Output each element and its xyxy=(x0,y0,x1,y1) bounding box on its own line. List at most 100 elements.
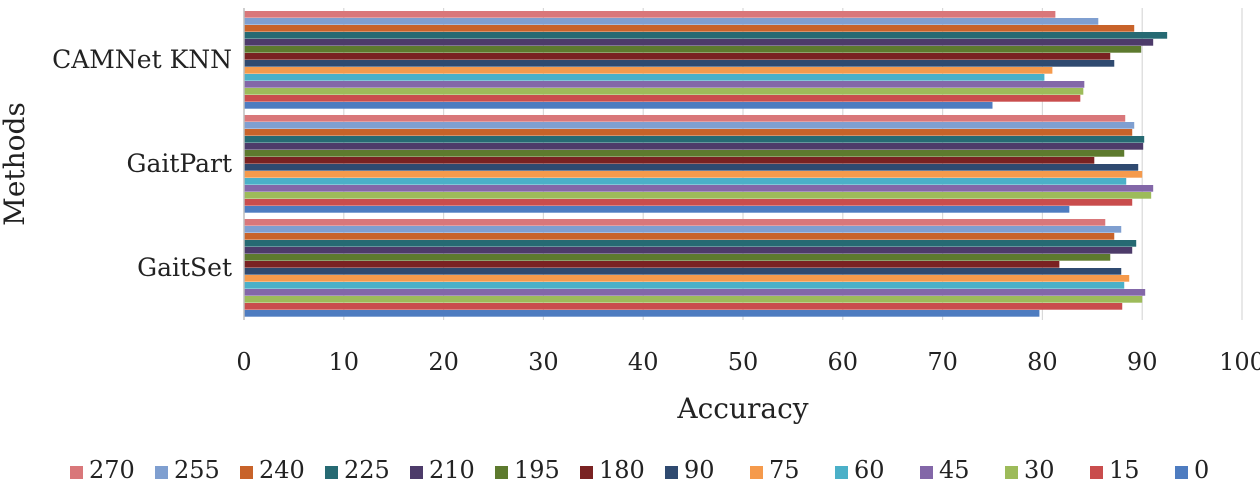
bar-gaitset-195 xyxy=(244,254,1111,261)
legend-swatch xyxy=(70,466,83,479)
x-tick-label: 70 xyxy=(927,348,958,376)
legend-item-60: 60 xyxy=(835,456,885,484)
legend-swatch xyxy=(495,466,508,479)
y-axis-title: Methods xyxy=(0,102,31,226)
legend-item-240: 240 xyxy=(240,456,305,484)
legend-swatch xyxy=(665,466,678,479)
legend-swatch xyxy=(410,466,423,479)
legend: 270 255 240 225 210 195 180 90 75 60 45 30 15 0 xyxy=(70,456,1209,484)
legend-label: 270 xyxy=(89,456,135,484)
legend-label: 255 xyxy=(174,456,220,484)
legend-item-225: 225 xyxy=(325,456,390,484)
bar-camnet-knn-15 xyxy=(244,95,1081,102)
bar-camnet-knn-255 xyxy=(244,18,1099,25)
bar-camnet-knn-0 xyxy=(244,102,993,109)
category-label: GaitPart xyxy=(126,149,232,178)
bar-gaitpart-75 xyxy=(244,171,1143,178)
bar-gaitset-60 xyxy=(244,282,1125,289)
category-labels: CAMNet KNN GaitPart GaitSet xyxy=(52,45,232,282)
bar-gaitpart-225 xyxy=(244,136,1145,143)
legend-swatch xyxy=(580,466,593,479)
bar-gaitset-90 xyxy=(244,268,1122,275)
legend-item-195: 195 xyxy=(495,456,560,484)
bar-gaitpart-210 xyxy=(244,143,1144,150)
x-tick-labels: 0 10 20 30 40 50 60 70 80 90 100 xyxy=(236,348,1260,376)
bar-gaitset-30 xyxy=(244,296,1143,303)
x-axis-title: Accuracy xyxy=(676,392,808,425)
legend-item-180: 180 xyxy=(580,456,645,484)
legend-label: 90 xyxy=(684,456,715,484)
bar-gaitset-15 xyxy=(244,303,1123,310)
x-tick-label: 100 xyxy=(1219,348,1260,376)
bar-camnet-knn-75 xyxy=(244,67,1053,74)
bar-gaitset-210 xyxy=(244,247,1133,254)
legend-item-15: 15 xyxy=(1090,456,1140,484)
x-tick-label: 60 xyxy=(828,348,859,376)
bar-camnet-knn-225 xyxy=(244,32,1168,39)
bars xyxy=(244,11,1168,317)
legend-label: 75 xyxy=(769,456,800,484)
legend-item-0: 0 xyxy=(1175,456,1209,484)
bar-gaitset-255 xyxy=(244,226,1122,233)
legend-swatch xyxy=(835,466,848,479)
x-tick-label: 80 xyxy=(1027,348,1058,376)
bar-gaitpart-45 xyxy=(244,185,1154,192)
bar-gaitpart-240 xyxy=(244,129,1133,136)
legend-label: 0 xyxy=(1194,456,1209,484)
bar-gaitpart-270 xyxy=(244,115,1126,122)
x-tick-label: 0 xyxy=(236,348,251,376)
bar-gaitpart-195 xyxy=(244,150,1125,157)
legend-item-270: 270 xyxy=(70,456,135,484)
bar-gaitset-0 xyxy=(244,310,1040,317)
bar-gaitpart-0 xyxy=(244,206,1070,213)
legend-item-30: 30 xyxy=(1005,456,1055,484)
legend-item-90: 90 xyxy=(665,456,715,484)
bar-gaitset-225 xyxy=(244,240,1137,247)
bar-camnet-knn-180 xyxy=(244,53,1111,60)
bar-gaitpart-60 xyxy=(244,178,1127,185)
legend-swatch xyxy=(1090,466,1103,479)
legend-label: 15 xyxy=(1109,456,1140,484)
bar-camnet-knn-270 xyxy=(244,11,1056,18)
legend-swatch xyxy=(155,466,168,479)
legend-item-75: 75 xyxy=(750,456,800,484)
x-tick-label: 20 xyxy=(428,348,459,376)
category-label: GaitSet xyxy=(137,253,232,282)
category-label: CAMNet KNN xyxy=(52,45,232,74)
x-tick-label: 30 xyxy=(528,348,559,376)
legend-swatch xyxy=(750,466,763,479)
x-tick-label: 40 xyxy=(628,348,659,376)
bar-gaitpart-180 xyxy=(244,157,1095,164)
bar-gaitset-240 xyxy=(244,233,1115,240)
bar-camnet-knn-240 xyxy=(244,25,1135,32)
legend-swatch xyxy=(920,466,933,479)
legend-label: 60 xyxy=(854,456,885,484)
legend-label: 225 xyxy=(344,456,390,484)
bar-camnet-knn-60 xyxy=(244,74,1045,81)
bar-gaitset-45 xyxy=(244,289,1146,296)
bar-camnet-knn-45 xyxy=(244,81,1085,88)
bar-gaitpart-15 xyxy=(244,199,1133,206)
legend-label: 240 xyxy=(259,456,305,484)
bar-gaitset-75 xyxy=(244,275,1130,282)
bar-gaitpart-30 xyxy=(244,192,1152,199)
bar-camnet-knn-90 xyxy=(244,60,1115,67)
x-tick-label: 10 xyxy=(329,348,360,376)
legend-swatch xyxy=(325,466,338,479)
bar-gaitpart-255 xyxy=(244,122,1135,129)
legend-label: 30 xyxy=(1024,456,1055,484)
bar-gaitset-270 xyxy=(244,219,1106,226)
legend-label: 180 xyxy=(599,456,645,484)
legend-label: 195 xyxy=(514,456,560,484)
legend-label: 210 xyxy=(429,456,475,484)
bar-camnet-knn-195 xyxy=(244,46,1142,53)
legend-item-210: 210 xyxy=(410,456,475,484)
bar-gaitpart-90 xyxy=(244,164,1139,171)
legend-item-255: 255 xyxy=(155,456,220,484)
x-tick-label: 90 xyxy=(1127,348,1158,376)
legend-label: 45 xyxy=(939,456,970,484)
legend-swatch xyxy=(1175,466,1188,479)
legend-item-45: 45 xyxy=(920,456,970,484)
x-tick-label: 50 xyxy=(728,348,759,376)
